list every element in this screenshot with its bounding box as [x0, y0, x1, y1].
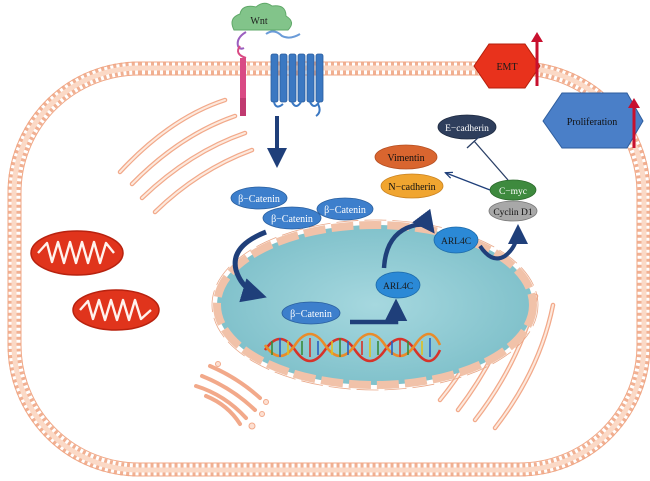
arl4c-gene-label: ARL4C	[383, 282, 413, 292]
arl4c-cytoplasm: ARL4C	[434, 227, 478, 253]
lrp-coreceptor	[238, 32, 246, 116]
vimentin-label: Vimentin	[387, 153, 424, 164]
wnt-label: Wnt	[250, 16, 267, 27]
c-myc: C−myc	[490, 180, 536, 200]
mitochondrion-upper	[31, 231, 123, 275]
beta-catenin-cytoplasm-3: β−Catenin	[317, 198, 373, 220]
beta-catenin-label-1: β−Catenin	[238, 194, 280, 205]
cyclin-d1-label: Cyclin D1	[493, 208, 533, 218]
beta-catenin-nuclear: β−Catenin	[282, 302, 340, 324]
emt-outcome: EMT	[474, 32, 543, 88]
wnt-ligand: Wnt	[232, 3, 292, 30]
emt-label: EMT	[496, 62, 517, 73]
n-cadherin: N−cadherin	[381, 174, 443, 198]
mitochondrion-lower	[73, 290, 159, 330]
proliferation-label: Proliferation	[567, 117, 618, 128]
beta-catenin-label-2: β−Catenin	[271, 214, 313, 225]
arl4c-protein-label: ARL4C	[441, 237, 471, 247]
proliferation-outcome: Proliferation	[543, 93, 643, 148]
cmyc-to-ncadherin-arrow	[446, 173, 490, 190]
e-cadherin-label: E−cadherin	[445, 124, 489, 134]
inhibition-line	[467, 135, 508, 180]
beta-catenin-nuclear-label: β−Catenin	[290, 309, 332, 320]
arl4c-nuclear: ARL4C	[376, 272, 420, 298]
beta-catenin-label-3: β−Catenin	[324, 205, 366, 216]
e-cadherin: E−cadherin	[438, 115, 496, 139]
cyclin-d1: Cyclin D1	[489, 201, 537, 221]
nucleus	[212, 220, 538, 390]
n-cadherin-label: N−cadherin	[388, 182, 435, 193]
vimentin: Vimentin	[375, 145, 437, 169]
golgi-apparatus	[196, 366, 260, 424]
beta-catenin-cytoplasm-2: β−Catenin	[263, 207, 321, 229]
c-myc-label: C−myc	[499, 187, 527, 197]
beta-catenin-cytoplasm-1: β−Catenin	[231, 187, 287, 209]
